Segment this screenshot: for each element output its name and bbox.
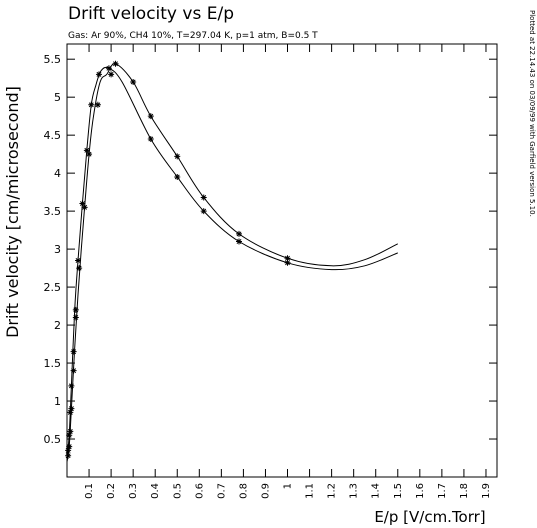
x-tick-label: 0.1 bbox=[84, 483, 95, 499]
x-tick-label: 0.9 bbox=[260, 483, 271, 499]
data-point-marker bbox=[72, 306, 79, 313]
data-point-marker bbox=[67, 409, 74, 416]
x-axis: 0.1 0.2 0.3 0.4 0.5 0.6 0.7 0.8 0.9 1 1.1 1.2 1.3 1.4… bbox=[84, 44, 492, 499]
data-point-marker bbox=[130, 78, 137, 85]
y-tick-label: 4 bbox=[54, 167, 61, 180]
plot-frame bbox=[66, 43, 498, 478]
y-tick-label: 1 bbox=[54, 395, 61, 408]
data-point-marker bbox=[147, 113, 154, 120]
y-tick-label: 2.5 bbox=[44, 281, 62, 294]
data-point-marker bbox=[68, 405, 75, 412]
series-layer bbox=[65, 60, 399, 462]
y-tick-label: 1.5 bbox=[44, 357, 62, 370]
data-point-marker bbox=[174, 173, 181, 180]
data-point-marker bbox=[72, 314, 79, 321]
data-point-marker bbox=[112, 60, 119, 67]
y-axis: 0.5 1 1.5 2 2.5 3 3.5 4 4.5 5 5.5 bbox=[44, 53, 497, 446]
data-point-marker bbox=[76, 265, 83, 272]
data-point-marker bbox=[200, 208, 207, 215]
data-point-marker bbox=[66, 443, 73, 450]
x-tick-label: 1.6 bbox=[415, 483, 426, 499]
x-tick-label: 0.8 bbox=[238, 483, 249, 499]
y-tick-label: 0.5 bbox=[44, 433, 62, 446]
data-point-marker bbox=[105, 65, 112, 72]
y-tick-label: 3.5 bbox=[44, 205, 62, 218]
data-point-marker bbox=[94, 101, 101, 108]
chart-subtitle: Gas: Ar 90%, CH4 10%, T=297.04 K, p=1 at… bbox=[68, 31, 318, 41]
data-point-marker bbox=[70, 367, 77, 374]
x-tick-label: 1.1 bbox=[305, 483, 316, 499]
data-point-marker bbox=[88, 101, 95, 108]
x-tick-label: 1.3 bbox=[349, 483, 360, 499]
data-point-marker bbox=[81, 204, 88, 211]
x-tick-label: 1.2 bbox=[327, 483, 338, 499]
x-tick-label: 1.5 bbox=[393, 483, 404, 499]
data-point-marker bbox=[147, 135, 154, 142]
y-tick-label: 4.5 bbox=[44, 129, 62, 142]
data-point-marker bbox=[66, 432, 73, 439]
x-tick-label: 1 bbox=[283, 483, 294, 489]
x-tick-label: 0.3 bbox=[128, 483, 139, 499]
data-point-marker bbox=[65, 447, 72, 454]
data-point-marker bbox=[86, 151, 93, 158]
x-tick-label: 0.5 bbox=[172, 483, 183, 499]
chart-title: Drift velocity vs E/p bbox=[68, 4, 234, 24]
data-point-marker bbox=[174, 153, 181, 160]
x-axis-label: E/p [V/cm.Torr] bbox=[374, 508, 485, 526]
data-point-marker bbox=[68, 382, 75, 389]
data-point-marker bbox=[83, 147, 90, 154]
data-point-marker bbox=[95, 71, 102, 78]
series-line bbox=[66, 66, 398, 459]
x-tick-label: 1.8 bbox=[459, 483, 470, 499]
x-tick-label: 0.7 bbox=[216, 483, 227, 499]
x-tick-label: 1.7 bbox=[437, 483, 448, 499]
data-point-marker bbox=[67, 428, 74, 435]
series-line bbox=[66, 63, 399, 462]
y-tick-label: 5.5 bbox=[44, 53, 62, 66]
series-1 bbox=[65, 65, 398, 459]
x-tick-label: 1.4 bbox=[371, 483, 382, 499]
x-tick-label: 0.2 bbox=[106, 483, 117, 499]
y-tick-label: 5 bbox=[54, 91, 61, 104]
series-2 bbox=[65, 60, 399, 462]
y-tick-label: 2 bbox=[54, 319, 61, 332]
plot-stamp-note: Plotted at 22.14.43 on 03/09/99 with Gar… bbox=[528, 10, 536, 217]
x-tick-label: 0.6 bbox=[194, 483, 205, 499]
y-axis-label: Drift velocity [cm/microsecond] bbox=[3, 86, 22, 338]
data-point-marker bbox=[75, 257, 82, 264]
data-point-marker bbox=[236, 230, 242, 237]
y-tick-label: 3 bbox=[54, 243, 61, 256]
data-point-marker bbox=[200, 194, 207, 201]
data-point-marker bbox=[284, 255, 291, 262]
data-point-marker bbox=[79, 200, 86, 207]
x-tick-label: 1.9 bbox=[481, 483, 492, 499]
data-point-marker bbox=[284, 259, 291, 266]
x-tick-label: 0.4 bbox=[150, 483, 161, 499]
data-point-marker bbox=[65, 452, 72, 459]
data-point-marker bbox=[236, 238, 242, 245]
data-point-marker bbox=[108, 71, 115, 78]
data-point-marker bbox=[70, 348, 77, 355]
